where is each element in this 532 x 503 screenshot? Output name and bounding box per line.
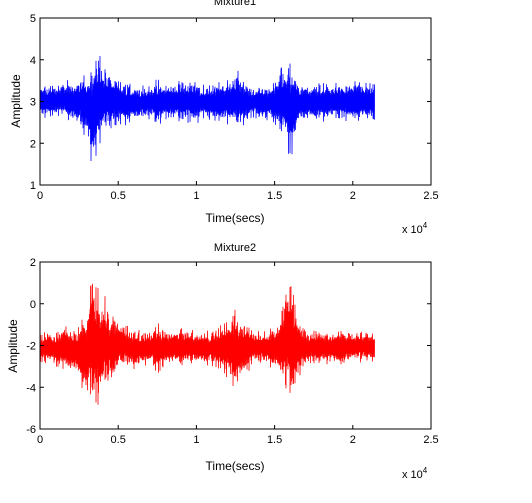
y-axis-ticks: 1 2 3 4 5 (30, 13, 431, 192)
y-tick-label: 5 (30, 13, 36, 25)
x-tick-label: 1 (193, 434, 199, 446)
x-tick-label: 1.5 (267, 434, 282, 446)
x-tick-label: 2.5 (423, 434, 438, 446)
x-tick-label: 0 (37, 190, 43, 202)
y-tick-label: 2 (30, 257, 36, 269)
y-axis-label: Amplitude (6, 319, 20, 373)
x-tick-label: 0.5 (111, 434, 126, 446)
y-tick-label: -6 (26, 424, 36, 436)
x-multiplier: x 104 (402, 466, 428, 481)
x-multiplier-base: x 10 (402, 224, 423, 236)
x-axis-label: Time(secs) (206, 211, 265, 225)
y-tick-label: 3 (30, 97, 36, 109)
y-tick-label: 2 (30, 138, 36, 150)
signal-line (39, 283, 375, 405)
chart-mixture2: Mixture2 0 0.5 1 1.5 2 2.5 -6 -4 -2 0 2 Time(secs… (6, 242, 439, 481)
x-axis-ticks: 0 0.5 1 1.5 2 2.5 (37, 262, 439, 446)
y-axis-label: Amplitude (9, 74, 23, 128)
x-multiplier-exponent: 4 (423, 466, 428, 475)
x-tick-label: 2 (350, 434, 356, 446)
x-tick-label: 2.5 (423, 190, 438, 202)
x-multiplier: x 104 (402, 221, 428, 236)
x-tick-label: 0 (37, 434, 43, 446)
y-axis-ticks: -6 -4 -2 0 2 (26, 257, 431, 436)
y-tick-label: 0 (30, 299, 36, 311)
y-tick-label: 4 (30, 55, 36, 67)
x-tick-label: 0.5 (111, 190, 126, 202)
y-tick-label: -4 (26, 382, 36, 394)
chart-title: Mixture1 (214, 0, 256, 8)
signal-series (39, 283, 375, 405)
y-tick-label: -2 (26, 341, 36, 353)
signal-series (39, 55, 375, 162)
signal-line (39, 55, 375, 162)
x-axis-ticks: 0 0.5 1 1.5 2 2.5 (37, 18, 439, 202)
y-tick-label: 1 (30, 180, 36, 192)
chart-mixture1: Mixture1 0 0.5 1 1.5 2 2.5 1 2 3 4 5 Time(secs) A… (9, 0, 439, 236)
x-tick-label: 2 (350, 190, 356, 202)
x-tick-label: 1.5 (267, 190, 282, 202)
x-tick-label: 1 (193, 190, 199, 202)
x-multiplier-exponent: 4 (423, 221, 428, 230)
x-multiplier-base: x 10 (402, 469, 423, 481)
chart-title: Mixture2 (214, 242, 256, 254)
x-axis-label: Time(secs) (206, 459, 265, 473)
